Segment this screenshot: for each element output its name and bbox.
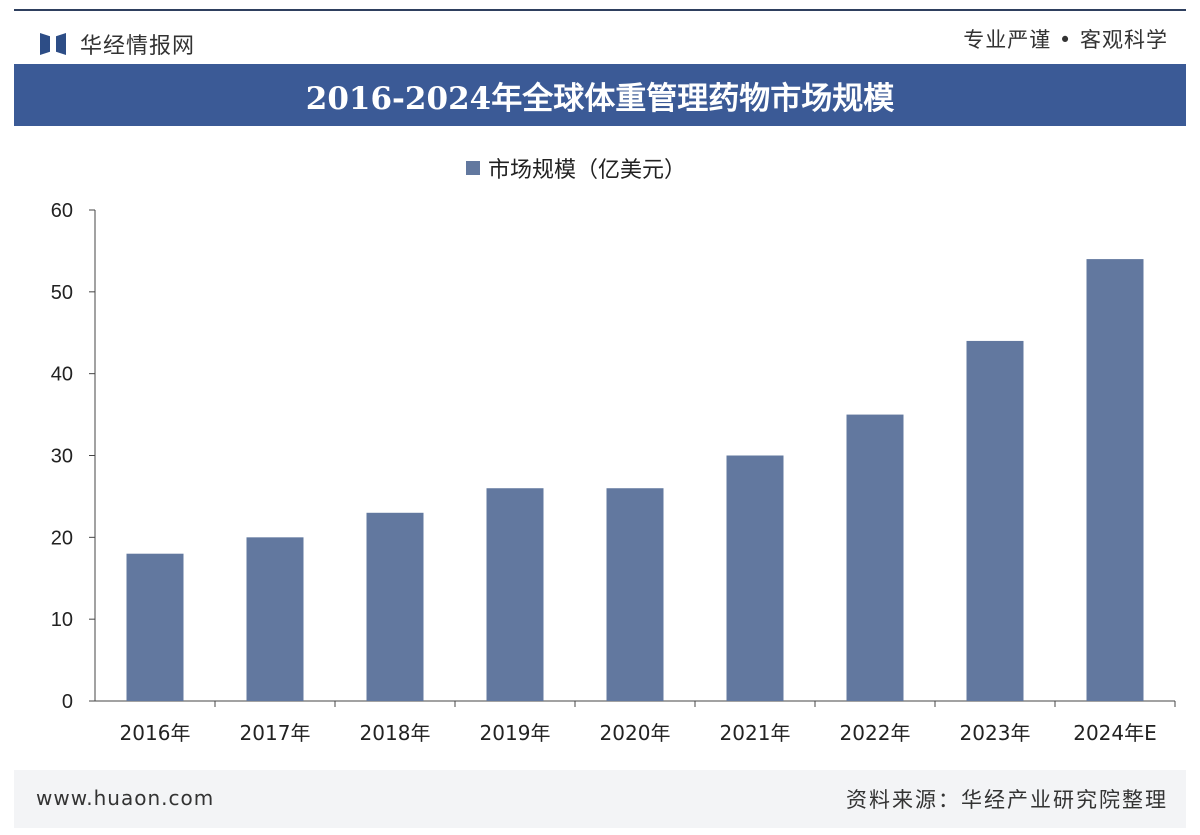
legend: 市场规模（亿美元） (466, 152, 686, 184)
bar (1086, 259, 1144, 701)
x-tick-label: 2020年 (600, 721, 671, 745)
y-tick-label: 30 (51, 446, 73, 468)
bar (966, 340, 1024, 701)
x-tick-label: 2021年 (720, 721, 791, 745)
y-tick-label: 40 (51, 364, 73, 386)
y-tick-label: 60 (51, 200, 73, 222)
logo-text: 华经情报网 (80, 34, 196, 59)
x-tick-label: 2024年E (1073, 721, 1157, 745)
y-tick-label: 20 (51, 527, 73, 549)
slogan: 专业严谨 • 客观科学 (963, 28, 1168, 52)
legend-label: 市场规模（亿美元） (488, 158, 687, 183)
y-tick-label: 50 (51, 282, 73, 304)
legend-swatch (466, 161, 480, 175)
y-tick-label: 0 (62, 691, 73, 713)
x-tick-label: 2019年 (480, 721, 551, 745)
bar (846, 414, 904, 701)
x-tick-label: 2022年 (840, 721, 911, 745)
bar (726, 455, 784, 701)
bar (126, 553, 184, 701)
y-tick-label: 10 (51, 609, 73, 631)
bar (366, 512, 424, 701)
x-tick-label: 2018年 (360, 721, 431, 745)
logo: 华经情报网 (40, 28, 195, 60)
website-url: www.huaon.com (36, 786, 215, 810)
x-tick-label: 2016年 (120, 721, 191, 745)
x-tick-label: 2023年 (960, 721, 1031, 745)
bar (246, 537, 304, 701)
chart-title: 2016-2024年全球体重管理药物市场规模 (305, 80, 895, 117)
footer (14, 770, 1186, 828)
x-tick-label: 2017年 (240, 721, 311, 745)
bar (606, 488, 664, 701)
top-divider (14, 9, 1186, 11)
title-bar: 2016-2024年全球体重管理药物市场规模 (14, 64, 1186, 126)
source-note: 资料来源：华经产业研究院整理 (846, 788, 1168, 812)
bar (486, 488, 544, 701)
